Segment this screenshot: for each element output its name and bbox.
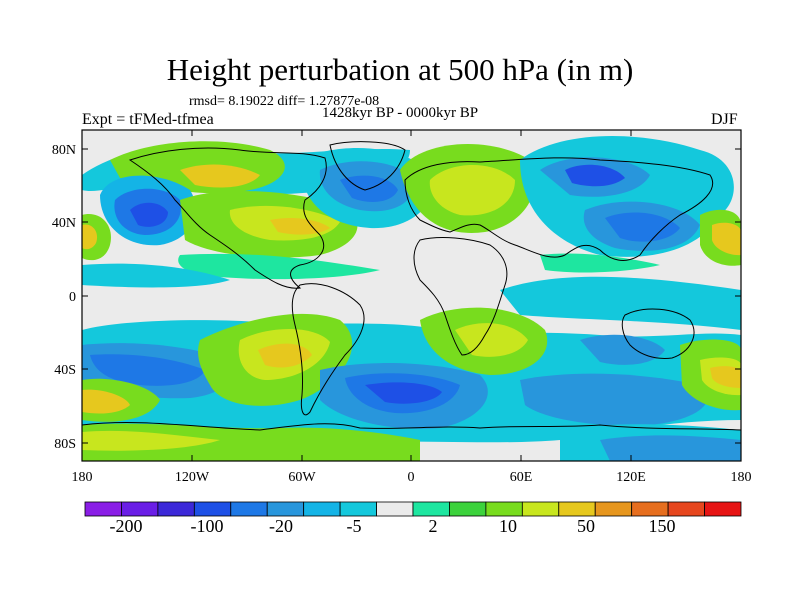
plot-title: Height perturbation at 500 hPa (in m) <box>166 52 634 87</box>
contour-region <box>82 430 220 451</box>
lat-label-1: 40N <box>52 216 76 231</box>
africa-coast <box>413 237 508 356</box>
colorbar-label: -200 <box>109 516 143 536</box>
contour-region <box>580 334 665 365</box>
lat-label-3: 40S <box>54 363 76 378</box>
colorbar-swatch <box>193 501 232 517</box>
period-label: 1428kyr BP - 0000kyr BP <box>322 105 479 121</box>
stats-label: rmsd= 8.19022 diff= 1.27877e-08 <box>189 94 380 109</box>
contour-region <box>82 224 98 250</box>
contour-region <box>605 212 680 242</box>
greenland-coast <box>329 141 406 191</box>
south-america-coast <box>291 283 365 416</box>
lon-label-6: 180 <box>731 470 752 485</box>
colorbar-swatch <box>412 501 450 517</box>
contour-region <box>82 423 420 461</box>
colorbar-swatch <box>521 501 560 517</box>
contour-region <box>178 253 380 280</box>
north-america-coast <box>128 147 327 289</box>
lat-label-4: 80S <box>54 437 76 452</box>
colorbar-label: 10 <box>499 516 517 536</box>
contour-region <box>82 389 130 414</box>
axis-ticks <box>82 130 741 461</box>
colorbar-swatch <box>558 501 596 517</box>
contour-field <box>82 130 741 461</box>
colorbar-label: 2 <box>428 516 438 536</box>
contour-region <box>365 382 442 404</box>
contour-region <box>90 354 205 386</box>
lat-label-2: 0 <box>69 290 76 305</box>
colorbar-swatch <box>485 501 523 517</box>
experiment-label: Expt = tFMed-tfmea <box>82 111 214 128</box>
contour-region <box>710 366 741 388</box>
lon-labels: 180 120W 60W 0 60E 120E 180 <box>72 470 752 485</box>
colorbar-swatch <box>266 501 305 517</box>
colorbar-swatch <box>667 501 705 517</box>
colorbar-swatch <box>230 501 268 517</box>
contour-region <box>712 222 741 256</box>
colorbar-label: -20 <box>269 516 293 536</box>
colorbar-label: -5 <box>346 516 362 536</box>
lat-labels: 80N 40N 0 40S 80S <box>52 143 76 452</box>
colorbar <box>84 501 742 517</box>
contour-region <box>130 202 168 227</box>
europe-asia-coast <box>404 157 714 261</box>
lon-label-1: 120W <box>175 470 210 485</box>
contour-region <box>565 164 625 187</box>
lon-label-2: 60W <box>288 470 316 485</box>
colorbar-swatch <box>84 501 122 517</box>
lon-label-4: 60E <box>510 470 533 485</box>
colorbar-swatch <box>631 501 669 517</box>
colorbar-swatch <box>449 501 487 517</box>
colorbar-swatch <box>121 501 159 517</box>
coastlines <box>82 141 741 431</box>
colorbar-swatch <box>157 501 195 517</box>
season-label: DJF <box>711 111 738 128</box>
colorbar-swatch <box>704 501 742 517</box>
colorbar-swatch <box>303 501 341 517</box>
contour-region <box>258 343 312 368</box>
colorbar-label: 50 <box>577 516 595 536</box>
colorbar-swatch <box>339 501 377 517</box>
lon-label-5: 120E <box>616 470 646 485</box>
contour-region <box>180 164 260 188</box>
antarctica-coast <box>82 422 741 431</box>
contour-region <box>429 165 515 216</box>
lon-label-3: 0 <box>408 470 415 485</box>
australia-coast <box>621 308 695 359</box>
contour-region <box>500 276 741 330</box>
contour-region <box>82 263 230 288</box>
colorbar-label: 150 <box>648 516 676 536</box>
contour-region <box>540 253 660 273</box>
contour-region <box>520 373 708 426</box>
contour-region <box>600 435 741 461</box>
colorbar-swatch <box>594 501 633 517</box>
contour-region <box>455 323 528 357</box>
colorbar-swatch <box>376 501 414 517</box>
colorbar-label: -100 <box>190 516 224 536</box>
lat-label-0: 80N <box>52 143 76 158</box>
lon-label-0: 180 <box>72 470 93 485</box>
